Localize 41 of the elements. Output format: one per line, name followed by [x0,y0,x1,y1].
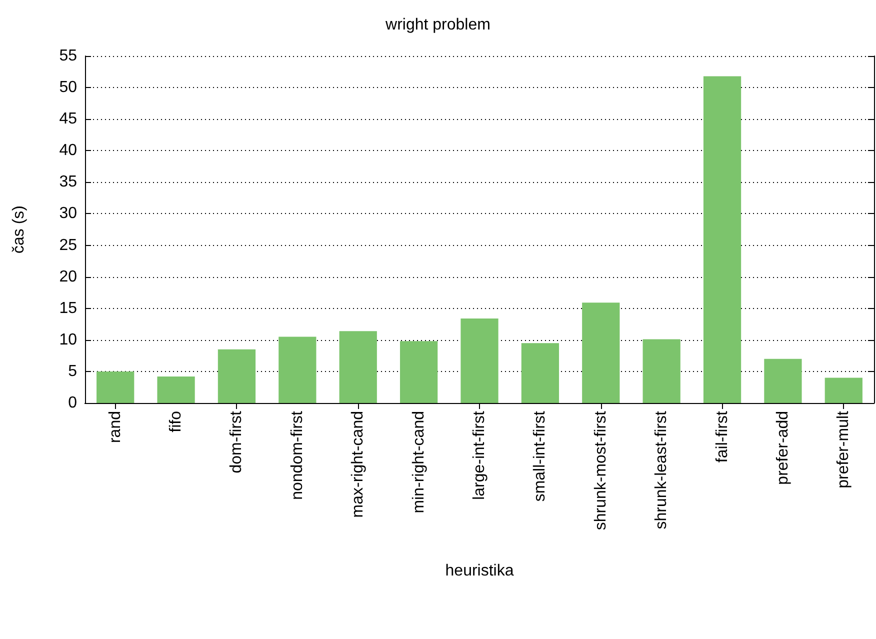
bar [521,343,560,403]
y-tick-label: 25 [59,236,78,254]
bar [218,349,256,403]
bar [582,302,620,403]
bar [278,336,316,403]
x-tick-label: shrunk-most-first [592,410,610,530]
y-tick-label: 30 [59,205,78,222]
y-tick-label: 10 [59,331,78,348]
y-tick-label: 45 [59,110,78,128]
bar [339,331,377,403]
x-tick-label: fail-first [714,410,731,463]
y-axis-title: čas (s) [10,206,28,254]
bar [157,376,195,403]
bar [96,371,134,403]
bar [824,378,862,403]
bar [460,318,498,403]
x-tick-label: fifo [168,410,185,432]
x-tick-label: nondom-first [288,410,306,500]
x-tick-label: rand [106,411,124,444]
x-tick-label: prefer-add [774,411,792,485]
x-tick-label: min-right-cand [410,411,428,514]
y-tick-label: 50 [59,79,78,96]
bar [400,341,438,403]
x-tick-label: max-right-cand [350,411,367,518]
x-tick-label: large-int-first [471,410,488,500]
bar [642,339,680,403]
y-tick-label: 5 [68,362,78,380]
y-tick-label: 20 [59,268,78,286]
y-tick-label: 15 [59,300,78,317]
x-tick-label: dom-first [228,410,246,474]
y-tick-label: 0 [68,394,78,412]
bar [703,76,742,403]
bar [764,358,802,403]
x-tick-label: prefer-mult [835,410,852,488]
x-axis-title: heuristika [445,562,514,580]
y-tick-label: 55 [59,48,78,64]
y-tick-label: 35 [59,174,78,191]
x-tick-label: small-int-first [532,410,549,502]
y-tick-label: 40 [59,142,78,160]
chart-title: wright problem [384,16,490,34]
x-tick-label: shrunk-least-first [653,410,670,530]
